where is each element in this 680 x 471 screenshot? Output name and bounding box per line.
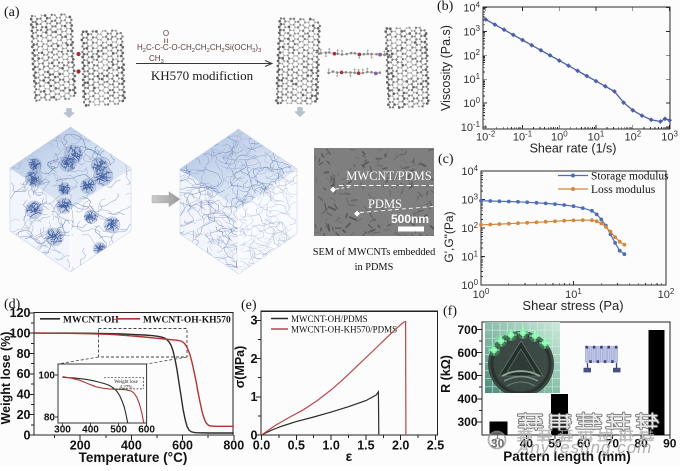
svg-text:1.5: 1.5 [357, 439, 374, 453]
svg-text:in PDMS: in PDMS [355, 262, 394, 273]
svg-text:R (kΩ): R (kΩ) [439, 355, 453, 393]
svg-text:ε: ε [346, 448, 353, 464]
svg-text:G',G"(Pa): G',G"(Pa) [442, 211, 456, 262]
svg-text:120: 120 [10, 306, 31, 320]
svg-text:100: 100 [10, 326, 31, 340]
svg-text:AnyTesting.com: AnyTesting.com [517, 438, 652, 457]
svg-text:CH3: CH3 [149, 54, 164, 65]
svg-text:200: 200 [70, 439, 91, 453]
svg-text:600: 600 [138, 425, 155, 436]
svg-text:Storage modulus: Storage modulus [591, 171, 669, 183]
svg-text:300: 300 [54, 425, 71, 436]
svg-text:600: 600 [172, 439, 193, 453]
svg-text:4.27%: 4.27% [120, 385, 133, 390]
svg-text:Shear stress (Pa): Shear stress (Pa) [522, 298, 623, 313]
svg-text:400: 400 [121, 439, 142, 453]
svg-text:500: 500 [457, 369, 477, 383]
svg-text:500: 500 [110, 425, 127, 436]
svg-text:1.0: 1.0 [322, 439, 339, 453]
svg-text:2.5: 2.5 [427, 439, 444, 453]
svg-text:90: 90 [663, 437, 677, 451]
svg-text:80: 80 [44, 413, 56, 424]
svg-text:(f): (f) [443, 304, 457, 319]
svg-text:Loss modulus: Loss modulus [591, 184, 656, 196]
svg-text:60: 60 [17, 367, 31, 381]
svg-text:20: 20 [17, 408, 31, 422]
svg-text:1: 1 [251, 390, 258, 404]
svg-text:3: 3 [251, 314, 258, 328]
svg-text:300: 300 [457, 415, 477, 429]
svg-text:MWCNT-OH-KH570: MWCNT-OH-KH570 [143, 316, 231, 326]
svg-text:Temperature (°C): Temperature (°C) [79, 450, 188, 465]
svg-text:Weight lose (%): Weight lose (%) [0, 332, 13, 425]
svg-text:σ(MPa): σ(MPa) [233, 346, 247, 389]
svg-text:100: 100 [38, 371, 55, 382]
svg-text:Pattern length (mm): Pattern length (mm) [503, 449, 631, 464]
svg-text:KH570 modifiction: KH570 modifiction [151, 68, 254, 83]
svg-text:H2C-C-C-O-CH2CH2CH2Si(OCH3)3: H2C-C-C-O-CH2CH2CH2Si(OCH3)3 [137, 43, 261, 54]
svg-text:(c): (c) [438, 152, 454, 167]
svg-text:2: 2 [251, 352, 258, 366]
svg-text:O: O [163, 29, 169, 38]
svg-text:60: 60 [577, 437, 591, 451]
svg-text:MWCNT-OH: MWCNT-OH [63, 316, 119, 326]
svg-text:80: 80 [17, 347, 31, 361]
svg-text:0.5: 0.5 [288, 439, 305, 453]
svg-text:MWCNT/PDMS: MWCNT/PDMS [346, 169, 431, 183]
svg-text:40: 40 [17, 388, 31, 402]
svg-text:SEM of MWCNTs embedded: SEM of MWCNTs embedded [313, 247, 436, 258]
svg-text:Weight lose: Weight lose [114, 380, 138, 385]
svg-text:0: 0 [24, 428, 31, 442]
svg-text:PDMS: PDMS [368, 197, 402, 211]
svg-text:2.0: 2.0 [392, 439, 409, 453]
svg-text:800: 800 [223, 439, 244, 453]
svg-text:MWCNT-OH-KH570/PDMS: MWCNT-OH-KH570/PDMS [291, 325, 397, 335]
svg-text:(a): (a) [4, 5, 20, 20]
svg-text:700: 700 [457, 323, 477, 337]
svg-text:Shear rate (1/s): Shear rate (1/s) [530, 142, 617, 156]
svg-text:600: 600 [457, 346, 477, 360]
svg-text:0.0: 0.0 [253, 439, 270, 453]
svg-text:400: 400 [82, 425, 99, 436]
svg-text:(e): (e) [241, 298, 257, 313]
svg-text:0: 0 [251, 428, 258, 442]
svg-text:(d): (d) [4, 297, 21, 312]
svg-text:MWCNT-OH/PDMS: MWCNT-OH/PDMS [291, 314, 368, 324]
svg-text:400: 400 [457, 392, 477, 406]
svg-text:500nm: 500nm [391, 212, 429, 226]
svg-text:Viscosity (Pa.s): Viscosity (Pa.s) [439, 25, 453, 111]
svg-text:(b): (b) [437, 0, 454, 14]
